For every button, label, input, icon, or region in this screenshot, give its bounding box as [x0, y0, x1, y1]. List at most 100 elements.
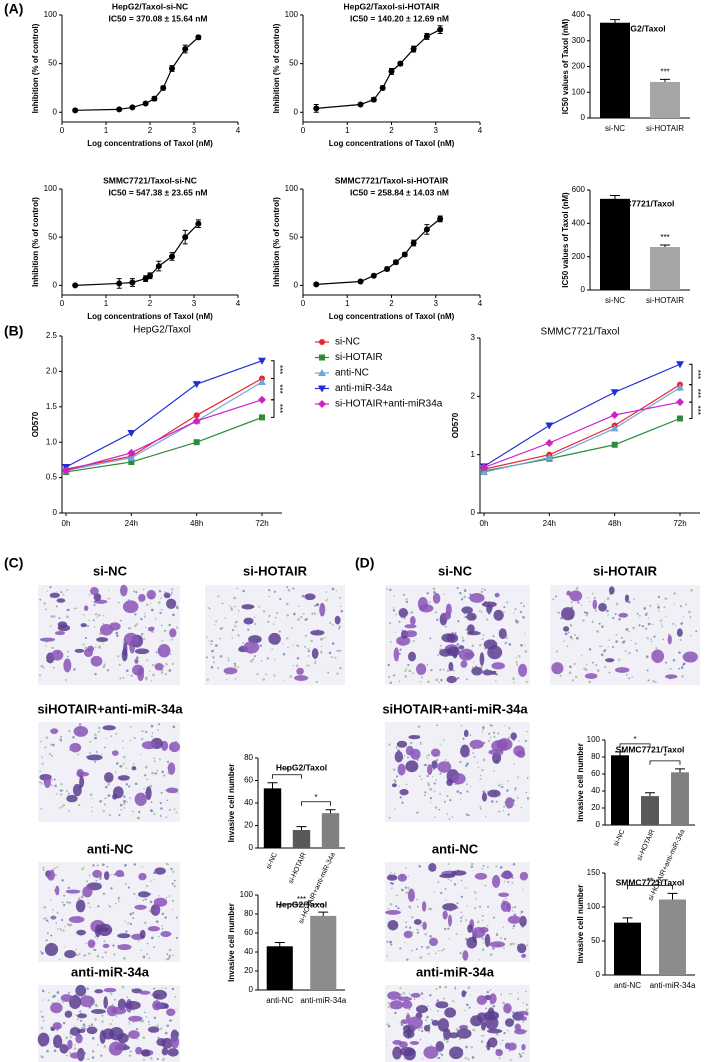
pore: [94, 733, 97, 736]
pore: [150, 679, 153, 682]
pore: [175, 937, 178, 940]
pore: [386, 940, 389, 943]
pore: [419, 956, 423, 959]
pore: [69, 1035, 72, 1038]
pore: [625, 628, 629, 631]
pore: [395, 905, 398, 908]
pore: [97, 1044, 99, 1046]
pore: [426, 774, 429, 778]
pore: [141, 632, 144, 636]
pore: [43, 667, 45, 669]
cell: [80, 623, 87, 628]
cell: [402, 1000, 413, 1009]
bar: [659, 899, 686, 975]
pore: [123, 802, 126, 805]
pore: [493, 770, 495, 773]
pore: [638, 624, 641, 627]
cell: [410, 992, 421, 998]
pore: [404, 669, 407, 672]
pore: [518, 655, 521, 658]
pore: [160, 597, 162, 599]
pore: [439, 644, 442, 647]
pore: [96, 616, 98, 618]
pore: [170, 593, 173, 595]
pore: [557, 611, 560, 614]
pore: [92, 619, 95, 622]
pore: [59, 928, 62, 931]
pore: [104, 785, 108, 789]
pore: [45, 608, 47, 611]
pore: [440, 891, 443, 895]
pore: [155, 651, 158, 654]
pore: [435, 987, 438, 991]
pore: [405, 598, 408, 601]
pore: [111, 1003, 114, 1006]
cell: [485, 1015, 499, 1030]
cell: [431, 760, 438, 769]
pore: [405, 600, 409, 604]
pore: [480, 1040, 484, 1044]
x-tick-label: 1: [345, 126, 350, 135]
pore: [439, 772, 442, 775]
pore: [273, 674, 276, 677]
point: [142, 275, 149, 282]
pore: [41, 1015, 44, 1018]
point: [259, 414, 265, 421]
pore: [464, 1057, 467, 1060]
cell: [93, 593, 102, 601]
pore: [77, 1018, 79, 1021]
pore: [456, 790, 460, 793]
pore: [165, 862, 169, 866]
y-axis-label: Invasive cell number: [227, 764, 236, 843]
pore: [134, 782, 138, 786]
cell: [447, 914, 452, 927]
pore: [159, 801, 162, 805]
pore: [207, 607, 209, 609]
pore: [514, 804, 516, 806]
pore: [419, 1039, 422, 1041]
pore: [176, 626, 179, 629]
pore: [585, 668, 588, 672]
pore: [65, 1036, 69, 1040]
cell: [65, 889, 81, 894]
pore: [603, 600, 606, 603]
pore: [646, 669, 649, 672]
pore: [569, 635, 573, 639]
y-tick-label: 2.5: [46, 331, 58, 340]
pore: [68, 1032, 71, 1035]
point: [610, 411, 619, 419]
cell: [519, 915, 527, 927]
pore: [500, 993, 503, 996]
pore: [91, 797, 93, 800]
y-tick-label: 80: [591, 752, 600, 761]
pore: [466, 783, 468, 785]
point: [545, 422, 554, 430]
pore: [254, 622, 257, 626]
pore: [386, 955, 389, 957]
point: [388, 68, 395, 75]
pore: [496, 934, 498, 937]
pore: [154, 618, 157, 620]
x-tick-label: 24h: [543, 519, 556, 528]
cell: [504, 1042, 511, 1050]
pore: [492, 1004, 496, 1008]
cell: [79, 775, 85, 788]
pore: [511, 906, 514, 909]
pore: [134, 613, 137, 616]
pore: [669, 667, 672, 670]
pore: [469, 593, 472, 595]
cell: [103, 996, 108, 1009]
y-tick-label: 100: [587, 735, 601, 744]
cell: [124, 1000, 141, 1010]
pore: [231, 637, 233, 639]
pore: [404, 675, 407, 678]
point: [127, 429, 136, 437]
pore: [158, 758, 162, 761]
cell: [520, 1016, 527, 1021]
cell: [134, 904, 147, 910]
legend-label: si-HOTAIR+anti-miR34a: [335, 399, 443, 410]
pore: [50, 625, 52, 627]
pore: [206, 636, 208, 638]
pore: [298, 605, 300, 607]
pore: [502, 1001, 505, 1005]
